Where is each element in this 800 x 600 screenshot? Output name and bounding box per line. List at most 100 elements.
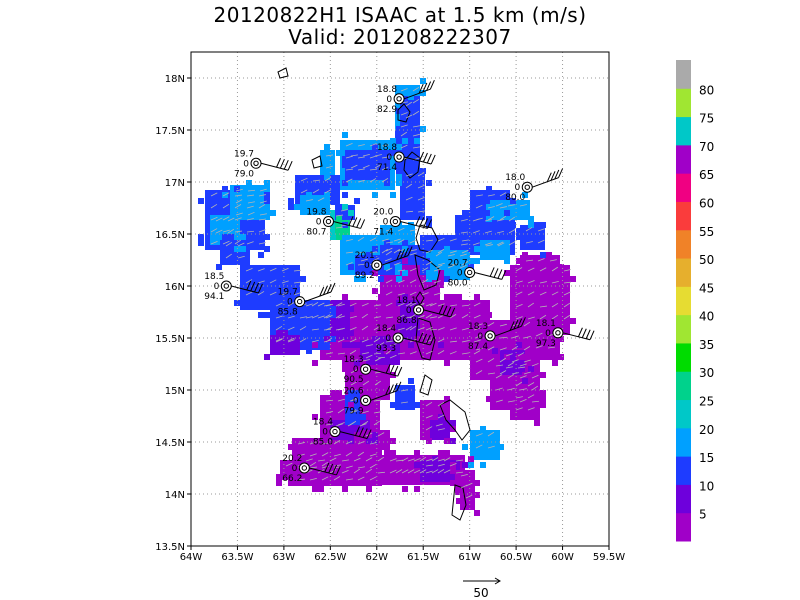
wind-arrow xyxy=(409,229,417,232)
wind-speed-cell xyxy=(288,198,294,204)
colorbar-swatch xyxy=(676,229,691,259)
wind-arrow xyxy=(350,410,358,414)
wind-speed-cell xyxy=(396,324,402,330)
station-wind-barb-flag xyxy=(362,428,368,438)
lon-tick-label: 63.5W xyxy=(221,552,253,563)
island-outline xyxy=(311,155,323,169)
wind-arrow xyxy=(459,264,467,269)
wind-arrow xyxy=(551,302,559,308)
station-wind-barb-flag xyxy=(276,158,281,168)
wind-arrow xyxy=(429,316,437,319)
wind-speed-cell xyxy=(312,486,318,492)
wind-speed-cell xyxy=(402,96,408,102)
wind-speed-cell xyxy=(414,462,420,468)
wind-arrow xyxy=(425,401,433,407)
wind-speed-cell xyxy=(282,330,288,336)
wind-speed-cell xyxy=(348,390,354,396)
wind-speed-cell xyxy=(414,402,420,408)
wind-arrow xyxy=(389,354,397,359)
wind-arrow xyxy=(425,261,433,266)
colorbar-swatch xyxy=(676,201,691,231)
wind-arrow xyxy=(377,432,385,437)
wind-arrow xyxy=(413,469,421,474)
wind-speed-cell xyxy=(396,264,402,270)
wind-speed-cell xyxy=(450,438,456,444)
wind-arrow xyxy=(397,292,405,296)
station-center-icon xyxy=(415,307,422,313)
colorbar-label: 45 xyxy=(699,281,714,295)
wind-arrow xyxy=(395,459,403,462)
wind-arrow xyxy=(389,458,397,462)
wind-speed-cell xyxy=(444,360,450,366)
wind-arrow xyxy=(421,292,429,296)
wind-speed-cell xyxy=(378,294,384,300)
station-wind-barb-flag xyxy=(360,219,366,229)
island-outline xyxy=(415,317,436,361)
wind-speed-cell xyxy=(384,462,390,468)
wind-speed-cell xyxy=(372,288,378,294)
wind-speed-cell xyxy=(390,450,396,456)
lon-tick-label: 63W xyxy=(273,552,296,563)
wind-arrow xyxy=(499,336,508,339)
wind-arrow xyxy=(437,350,445,355)
wind-arrow xyxy=(417,184,425,189)
wind-arrow xyxy=(397,269,405,272)
wind-speed-cell xyxy=(540,222,546,228)
station-wind-barb-flag xyxy=(397,366,403,377)
colorbar-swatch xyxy=(676,342,691,372)
station-wind-barb-flag xyxy=(348,216,354,226)
wind-arrow xyxy=(374,154,382,157)
station-wind-barb-flag xyxy=(554,169,560,180)
wind-speed-cell xyxy=(462,210,468,216)
wind-speed-cell xyxy=(222,186,228,192)
wind-arrow xyxy=(531,400,540,403)
colorbar-swatch xyxy=(676,173,691,202)
wind-arrow xyxy=(357,168,365,171)
wind-speed-cell xyxy=(414,168,420,174)
wind-arrow xyxy=(531,385,539,391)
station-wind-barb xyxy=(400,221,428,229)
station-ring-icon xyxy=(464,266,476,278)
island-outline xyxy=(277,67,289,79)
wind-arrow xyxy=(299,338,307,343)
station-pressure-label: 71.4 xyxy=(373,228,393,238)
wind-arrow xyxy=(535,332,543,337)
colorbar-swatch xyxy=(676,314,691,344)
wind-arrow xyxy=(551,291,559,296)
wind-speed-cell xyxy=(486,204,492,210)
wind-speed-cell xyxy=(444,450,450,456)
wind-arrow xyxy=(222,192,230,197)
wind-speed-cell xyxy=(396,294,402,300)
station-wind-barb xyxy=(403,156,432,165)
wind-speed-cell xyxy=(438,282,444,288)
wind-speed-cell xyxy=(534,420,540,426)
wind-arrow xyxy=(437,428,445,431)
wind-arrow xyxy=(437,458,445,462)
wind-arrow xyxy=(373,316,381,319)
lat-tick-label: 14.5N xyxy=(155,438,185,449)
wind-arrow xyxy=(523,335,531,339)
station-ring-icon xyxy=(389,216,401,228)
wind-arrow xyxy=(449,351,457,355)
wind-speed-cell xyxy=(522,312,528,318)
wind-arrow xyxy=(335,328,343,331)
wind-arrow xyxy=(425,303,433,307)
wind-speed-cell xyxy=(540,324,546,330)
wind-arrow xyxy=(317,459,325,462)
station-center-icon xyxy=(396,96,402,102)
wind-speed-cell xyxy=(366,252,372,258)
wind-arrow xyxy=(527,267,535,272)
wind-speed-cell xyxy=(372,432,378,438)
wind-speed-cell xyxy=(348,438,354,444)
wind-speed-cell xyxy=(444,396,450,402)
wind-arrow xyxy=(437,248,445,254)
wind-arrow xyxy=(341,459,349,462)
wind-arrow xyxy=(419,469,427,474)
wind-speed-cell xyxy=(228,222,234,228)
wind-arrow xyxy=(293,292,301,296)
wind-arrow xyxy=(257,268,265,272)
wind-arrow xyxy=(475,333,483,339)
wind-arrow xyxy=(459,253,467,257)
colorbar-label: 55 xyxy=(699,225,714,239)
